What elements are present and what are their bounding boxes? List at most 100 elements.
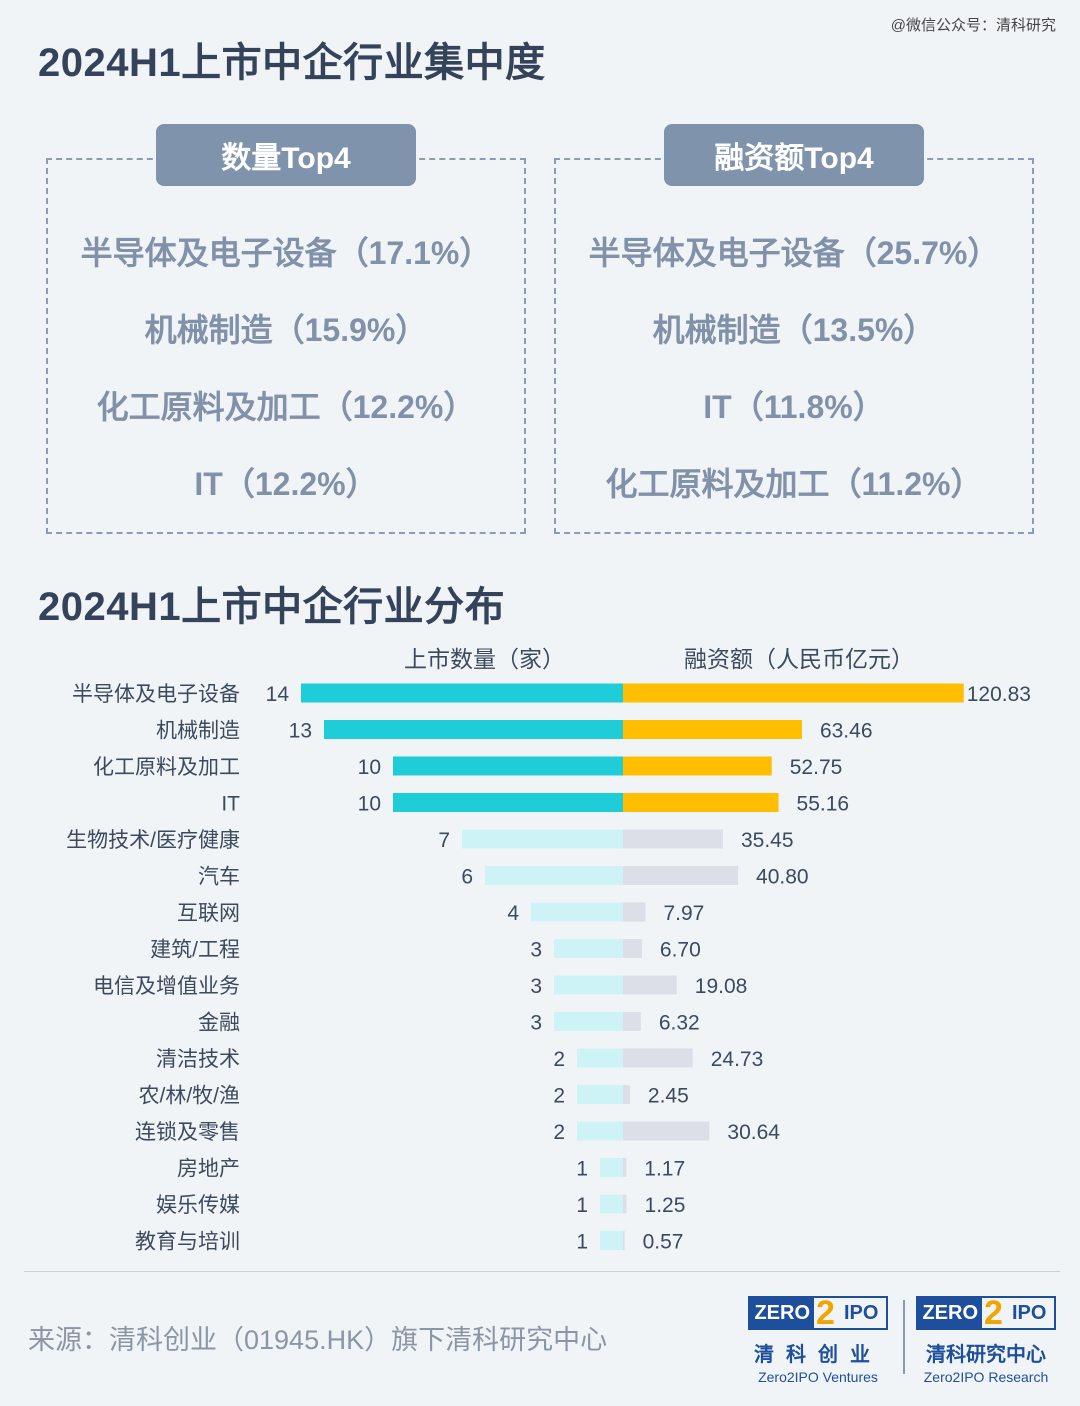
amount-bar <box>623 756 772 776</box>
count-value-label: 2 <box>553 1048 565 1071</box>
count-bar <box>324 720 623 739</box>
amount-value-label: 1.17 <box>644 1158 685 1181</box>
logo-en-name: Zero2IPO Ventures <box>758 1369 878 1385</box>
amount-bar <box>623 939 642 958</box>
count-top4-panel: 数量Top4 半导体及电子设备（17.1%） 机械制造（15.9%） 化工原料及… <box>46 124 526 534</box>
logo-divider <box>903 1300 905 1374</box>
count-value-label: 1 <box>576 1231 588 1254</box>
amount-value-label: 24.73 <box>711 1048 764 1071</box>
amount-value-label: 19.08 <box>695 975 748 998</box>
count-value-label: 7 <box>438 829 450 852</box>
count-bar <box>600 1231 623 1250</box>
category-label: 娱乐传媒 <box>156 1194 240 1217</box>
amount-value-label: 30.64 <box>727 1121 780 1144</box>
category-label: 教育与培训 <box>135 1231 240 1254</box>
amount-rank-item: 机械制造（13.5%） <box>652 312 936 348</box>
logo-en-name: Zero2IPO Research <box>923 1369 1049 1385</box>
amount-value-label: 40.80 <box>756 866 809 889</box>
category-label: 生物技术/医疗健康 <box>66 829 240 852</box>
amount-value-label: 63.46 <box>820 720 873 743</box>
category-label: 金融 <box>198 1012 240 1035</box>
legend-amount: 融资额（人民币亿元） <box>684 646 914 672</box>
logo-cn-name: 清科研究中心 <box>926 1344 1046 1366</box>
zero2ipo-ventures-logo: ZERO 2 IPO 清科创业 Zero2IPO Ventures <box>748 1296 888 1385</box>
amount-value-label: 1.25 <box>645 1194 686 1217</box>
count-value-label: 3 <box>530 939 542 962</box>
amount-top4-header: 融资额Top4 <box>664 124 924 186</box>
category-label: 汽车 <box>198 866 240 889</box>
count-top4-list: 半导体及电子设备（17.1%） 机械制造（15.9%） 化工原料及加工（12.2… <box>48 222 524 530</box>
count-bar <box>554 939 623 958</box>
logo-word-right: IPO <box>843 1301 879 1324</box>
amount-value-label: 120.83 <box>967 683 1031 706</box>
zero2ipo-research-logo: ZERO 2 IPO 清科研究中心 Zero2IPO Research <box>916 1296 1056 1385</box>
amount-rank-item: 化工原料及加工（11.2%） <box>605 466 983 502</box>
amount-bar <box>623 1121 710 1141</box>
amount-bar <box>623 683 964 703</box>
logo-word-left: ZERO <box>918 1298 983 1328</box>
count-rank-item: 化工原料及加工（12.2%） <box>96 389 476 425</box>
amount-value-label: 6.32 <box>659 1012 700 1035</box>
distribution-title: 2024H1上市中企行业分布 <box>38 585 506 629</box>
count-rank-item: IT（12.2%） <box>194 466 378 502</box>
amount-bar <box>623 1194 627 1214</box>
amount-bar <box>623 902 646 922</box>
category-label: 化工原料及加工 <box>93 756 240 779</box>
count-rank-item: 半导体及电子设备（17.1%） <box>80 235 492 271</box>
count-value-label: 3 <box>530 1012 542 1035</box>
count-rank-item: 机械制造（15.9%） <box>144 312 428 348</box>
category-label: IT <box>221 793 240 816</box>
amount-rank-item: IT（11.8%） <box>703 389 885 425</box>
category-label: 互联网 <box>177 902 240 925</box>
count-value-label: 2 <box>553 1085 565 1108</box>
amount-bar <box>623 829 723 849</box>
logo-word-left: ZERO <box>750 1298 815 1328</box>
legend-count: 上市数量（家） <box>404 646 565 672</box>
count-value-label: 10 <box>358 793 381 816</box>
amount-value-label: 2.45 <box>648 1085 689 1108</box>
count-bar <box>577 1085 623 1104</box>
logo-numeral: 2 <box>983 1294 1003 1332</box>
amount-bar <box>623 1012 641 1031</box>
amount-top4-panel: 融资额Top4 半导体及电子设备（25.7%） 机械制造（13.5%） IT（1… <box>554 124 1034 534</box>
category-label: 农/林/牧/渔 <box>138 1085 240 1108</box>
count-value-label: 13 <box>289 720 312 743</box>
category-label: 半导体及电子设备 <box>72 683 240 706</box>
amount-value-label: 35.45 <box>741 829 794 852</box>
amount-rank-item: 半导体及电子设备（25.7%） <box>588 235 1000 271</box>
category-label: 建筑/工程 <box>150 939 240 962</box>
category-label: 清洁技术 <box>156 1048 240 1071</box>
amount-value-label: 7.97 <box>663 902 704 925</box>
count-bar <box>462 829 623 849</box>
count-bar <box>600 1158 623 1177</box>
category-label: 电信及增值业务 <box>93 975 240 998</box>
count-bar <box>577 1048 623 1068</box>
logo-cn-name: 清科创业 <box>754 1344 882 1366</box>
amount-bar <box>623 1085 630 1104</box>
watermark: @微信公众号：清科研究 <box>890 17 1056 34</box>
amount-bar <box>623 793 779 812</box>
count-value-label: 1 <box>576 1158 588 1181</box>
amount-value-label: 0.57 <box>643 1231 684 1254</box>
amount-bar <box>623 975 677 995</box>
count-bar <box>577 1121 623 1141</box>
count-value-label: 10 <box>358 756 381 779</box>
amount-value-label: 55.16 <box>797 793 850 816</box>
count-bar <box>600 1194 623 1214</box>
amount-value-label: 6.70 <box>660 939 701 962</box>
category-label: 房地产 <box>177 1158 240 1181</box>
amount-top4-list: 半导体及电子设备（25.7%） 机械制造（13.5%） IT（11.8%） 化工… <box>556 222 1032 530</box>
amount-bar <box>623 720 802 739</box>
amount-bar <box>623 866 739 885</box>
logo-word-right: IPO <box>1011 1301 1047 1324</box>
category-label: 连锁及零售 <box>135 1121 240 1144</box>
count-bar <box>301 683 623 703</box>
count-top4-header: 数量Top4 <box>156 124 416 186</box>
count-bar <box>531 902 623 922</box>
count-bar <box>393 793 623 812</box>
concentration-title: 2024H1上市中企行业集中度 <box>38 41 546 85</box>
count-value-label: 14 <box>266 683 290 706</box>
count-value-label: 4 <box>507 902 519 925</box>
footer-divider <box>24 1271 1060 1272</box>
